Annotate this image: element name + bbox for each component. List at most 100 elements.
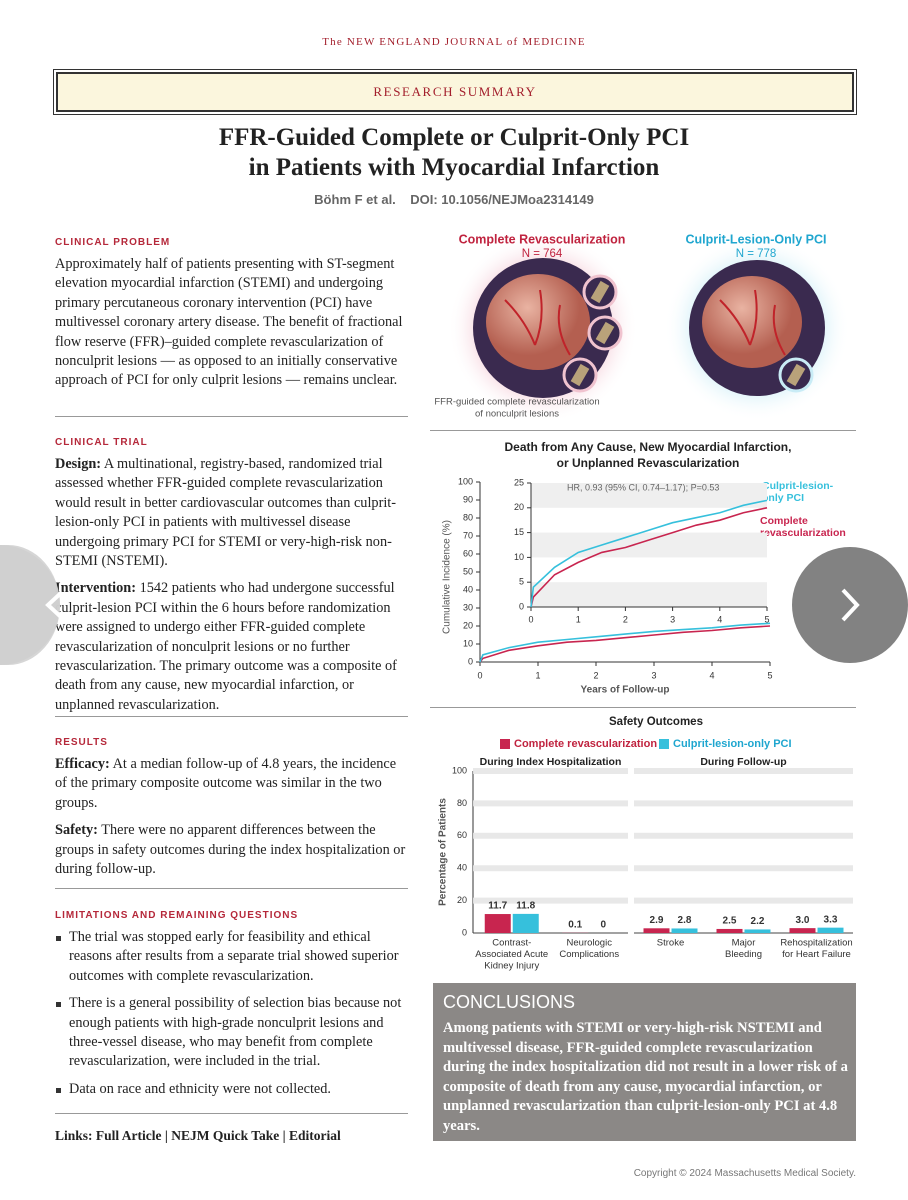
byline: Böhm F et al. DOI: 10.1056/NEJMoa2314149 bbox=[0, 192, 908, 207]
series-line bbox=[530, 507, 768, 608]
chart-title: Death from Any Cause, New Myocardial Inf… bbox=[505, 440, 792, 454]
category-label: Associated Acute bbox=[475, 949, 548, 960]
divider bbox=[55, 416, 408, 417]
y-tick-label: 50 bbox=[463, 566, 473, 576]
legend-swatch bbox=[500, 739, 510, 749]
x-tick-label: 1 bbox=[535, 670, 540, 680]
y-tick-label: 60 bbox=[457, 830, 467, 840]
section-body: Design: A multinational, registry-based,… bbox=[55, 455, 407, 723]
bullet-list: The trial was stopped early for feasibil… bbox=[55, 928, 407, 1099]
bullet-marker bbox=[56, 1002, 61, 1008]
y-tick-label: 0 bbox=[468, 656, 473, 666]
x-tick-label: 0 bbox=[528, 614, 533, 624]
title-line: FFR-Guided Complete or Culprit-Only PCI bbox=[218, 124, 690, 151]
caption: of nonculprit lesions bbox=[475, 409, 559, 420]
divider bbox=[430, 707, 856, 708]
bar bbox=[512, 913, 539, 933]
category-label: Contrast- bbox=[492, 938, 531, 949]
section-heading: RESULTS bbox=[55, 737, 108, 748]
bar bbox=[643, 928, 670, 933]
link[interactable]: Full Article bbox=[95, 1128, 162, 1143]
panel-label: During Follow-up bbox=[700, 756, 786, 768]
y-tick-label: 80 bbox=[457, 798, 467, 808]
category-label: Stroke bbox=[657, 938, 684, 949]
paragraph: Safety: There were no apparent differenc… bbox=[55, 821, 407, 879]
series-line bbox=[479, 622, 771, 663]
links-label: Links: bbox=[55, 1128, 93, 1143]
category-label: for Heart Failure bbox=[782, 949, 851, 960]
nav-next[interactable] bbox=[792, 547, 908, 663]
x-tick-label: 3 bbox=[651, 670, 656, 680]
value-label: 0 bbox=[600, 920, 606, 931]
separator: | bbox=[164, 1128, 168, 1143]
authors: Böhm F et al. bbox=[314, 192, 396, 207]
bar bbox=[716, 928, 743, 933]
value-label: 11.7 bbox=[488, 901, 507, 912]
y-tick-label: 0 bbox=[519, 601, 524, 611]
grid-band bbox=[531, 582, 767, 607]
x-tick-label: 4 bbox=[717, 614, 722, 624]
x-tick-label: 2 bbox=[623, 614, 628, 624]
link[interactable]: Editorial bbox=[289, 1128, 341, 1143]
bar bbox=[671, 928, 698, 933]
paragraph-lead: Efficacy: bbox=[55, 756, 110, 772]
paragraph: Efficacy: At a median follow-up of 4.8 y… bbox=[55, 755, 407, 813]
category-label: Bleeding bbox=[725, 949, 762, 960]
x-tick-label: 4 bbox=[709, 670, 714, 680]
doi: DOI: 10.1056/NEJMoa2314149 bbox=[410, 192, 594, 207]
grid-band bbox=[531, 532, 767, 558]
bullet-text: Data on race and ethnicity were not coll… bbox=[69, 1080, 331, 1097]
paragraph: Intervention: 1542 patients who had unde… bbox=[55, 579, 407, 715]
link[interactable]: NEJM Quick Take bbox=[171, 1128, 280, 1143]
group-label: Complete Revascularization bbox=[459, 232, 626, 246]
paragraph: Design: A multinational, registry-based,… bbox=[55, 455, 407, 571]
paragraph-text: At a median follow-up of 4.8 years, the … bbox=[55, 756, 397, 811]
banner-text: RESEARCH SUMMARY bbox=[373, 84, 537, 99]
conclusions-box: CONCLUSIONS Among patients with STEMI or… bbox=[433, 983, 856, 1141]
y-tick-label: 10 bbox=[463, 638, 473, 648]
y-tick-label: 60 bbox=[463, 548, 473, 558]
series-label: Complete revascularization bbox=[760, 515, 846, 539]
y-tick-label: 10 bbox=[514, 552, 524, 562]
category-label: Complications bbox=[559, 949, 619, 960]
group-n: N = 778 bbox=[736, 248, 777, 260]
panel-label: During Index Hospitalization bbox=[480, 756, 622, 768]
bar bbox=[789, 928, 816, 933]
paragraph-text: Approximately half of patients presentin… bbox=[55, 256, 403, 389]
bullet-text: There is a general possibility of select… bbox=[69, 995, 402, 1070]
y-tick-label: 20 bbox=[514, 502, 524, 512]
paragraph-lead: Design: bbox=[55, 456, 102, 472]
value-label: 11.8 bbox=[516, 901, 535, 912]
x-tick-label: 2 bbox=[593, 670, 598, 680]
nav-prev[interactable] bbox=[0, 545, 64, 665]
y-tick-label: 5 bbox=[519, 577, 524, 587]
section-heading: LIMITATIONS AND REMAINING QUESTIONS bbox=[55, 910, 299, 921]
section-heading: CLINICAL TRIAL bbox=[55, 437, 148, 448]
y-tick-label: 70 bbox=[463, 530, 473, 540]
y-tick-label: 40 bbox=[457, 863, 467, 873]
value-label: 3.0 bbox=[796, 915, 810, 926]
illustration-complete bbox=[448, 233, 638, 423]
conclusions-heading: CONCLUSIONS bbox=[443, 992, 576, 1012]
banner: RESEARCH SUMMARY bbox=[53, 69, 857, 115]
category-label: Rehospitalization bbox=[780, 938, 852, 949]
group-label: Culprit-Lesion-Only PCI bbox=[686, 232, 827, 246]
links: Links: Full Article | NEJM Quick Take | … bbox=[55, 1128, 341, 1144]
title-line: in Patients with Myocardial Infarction bbox=[248, 154, 660, 181]
bullet-text: The trial was stopped early for feasibil… bbox=[69, 929, 399, 984]
bar bbox=[744, 929, 771, 933]
y-tick-label: 80 bbox=[463, 512, 473, 522]
value-label: 2.9 bbox=[650, 915, 664, 926]
y-tick-label: 20 bbox=[463, 620, 473, 630]
group-n: N = 764 bbox=[522, 248, 563, 260]
value-label: 2.5 bbox=[723, 916, 737, 927]
chart-title: or Unplanned Revascularization bbox=[557, 456, 740, 470]
series-line bbox=[530, 499, 768, 608]
legend-swatch bbox=[659, 739, 669, 749]
category-label: Major bbox=[732, 938, 756, 949]
value-label: 2.8 bbox=[678, 915, 692, 926]
journal-name: The NEW ENGLAND JOURNAL of MEDICINE bbox=[322, 36, 586, 48]
section-body: The trial was stopped early for feasibil… bbox=[55, 928, 407, 1107]
grid-band bbox=[531, 483, 767, 508]
